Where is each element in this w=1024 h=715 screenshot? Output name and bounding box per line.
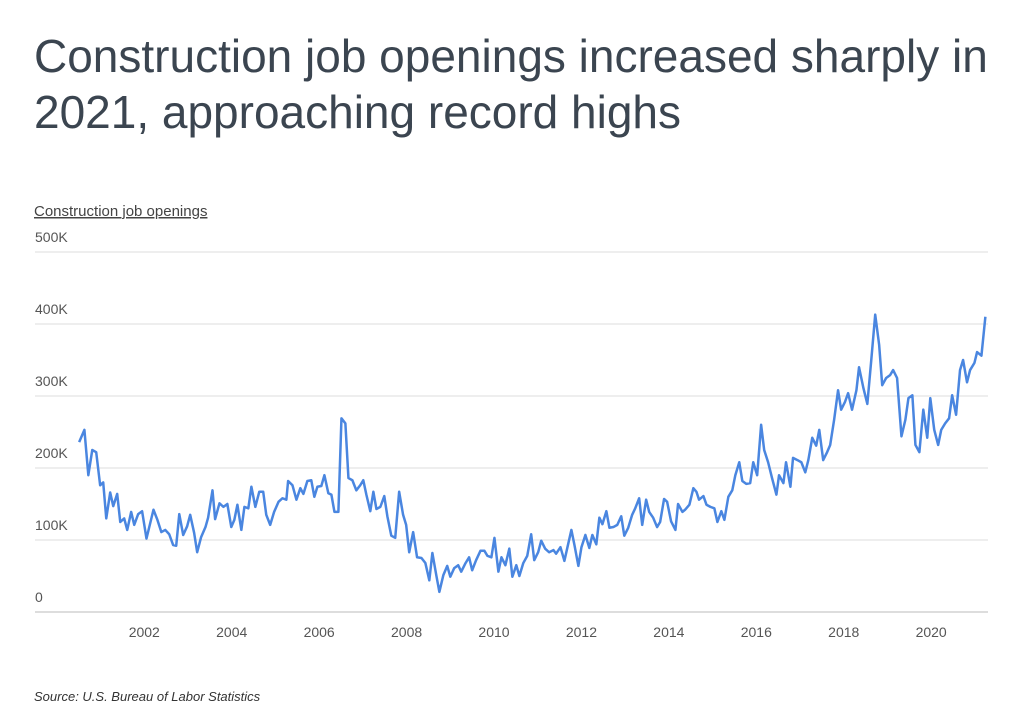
y-tick-label: 100K [35, 517, 68, 533]
y-tick-label: 200K [35, 445, 68, 461]
x-tick-label: 2010 [478, 624, 509, 640]
series-line [78, 313, 987, 594]
x-tick-label: 2006 [304, 624, 335, 640]
x-tick-label: 2018 [828, 624, 859, 640]
x-tick-label: 2014 [653, 624, 684, 640]
y-axis-label: Construction job openings [34, 203, 207, 220]
x-tick-label: 2012 [566, 624, 597, 640]
y-tick-label: 300K [35, 373, 68, 389]
x-tick-label: 2016 [741, 624, 772, 640]
x-tick-label: 2020 [916, 624, 947, 640]
chart-title: Construction job openings increased shar… [34, 30, 988, 138]
x-tick-label: 2002 [129, 624, 160, 640]
y-tick-label: 0 [35, 589, 43, 605]
y-tick-label: 500K [35, 229, 68, 245]
x-tick-label: 2008 [391, 624, 422, 640]
source: Source: U.S. Bureau of Labor Statistics [34, 689, 261, 704]
y-tick-label: 400K [35, 301, 68, 317]
x-tick-label: 2004 [216, 624, 247, 640]
